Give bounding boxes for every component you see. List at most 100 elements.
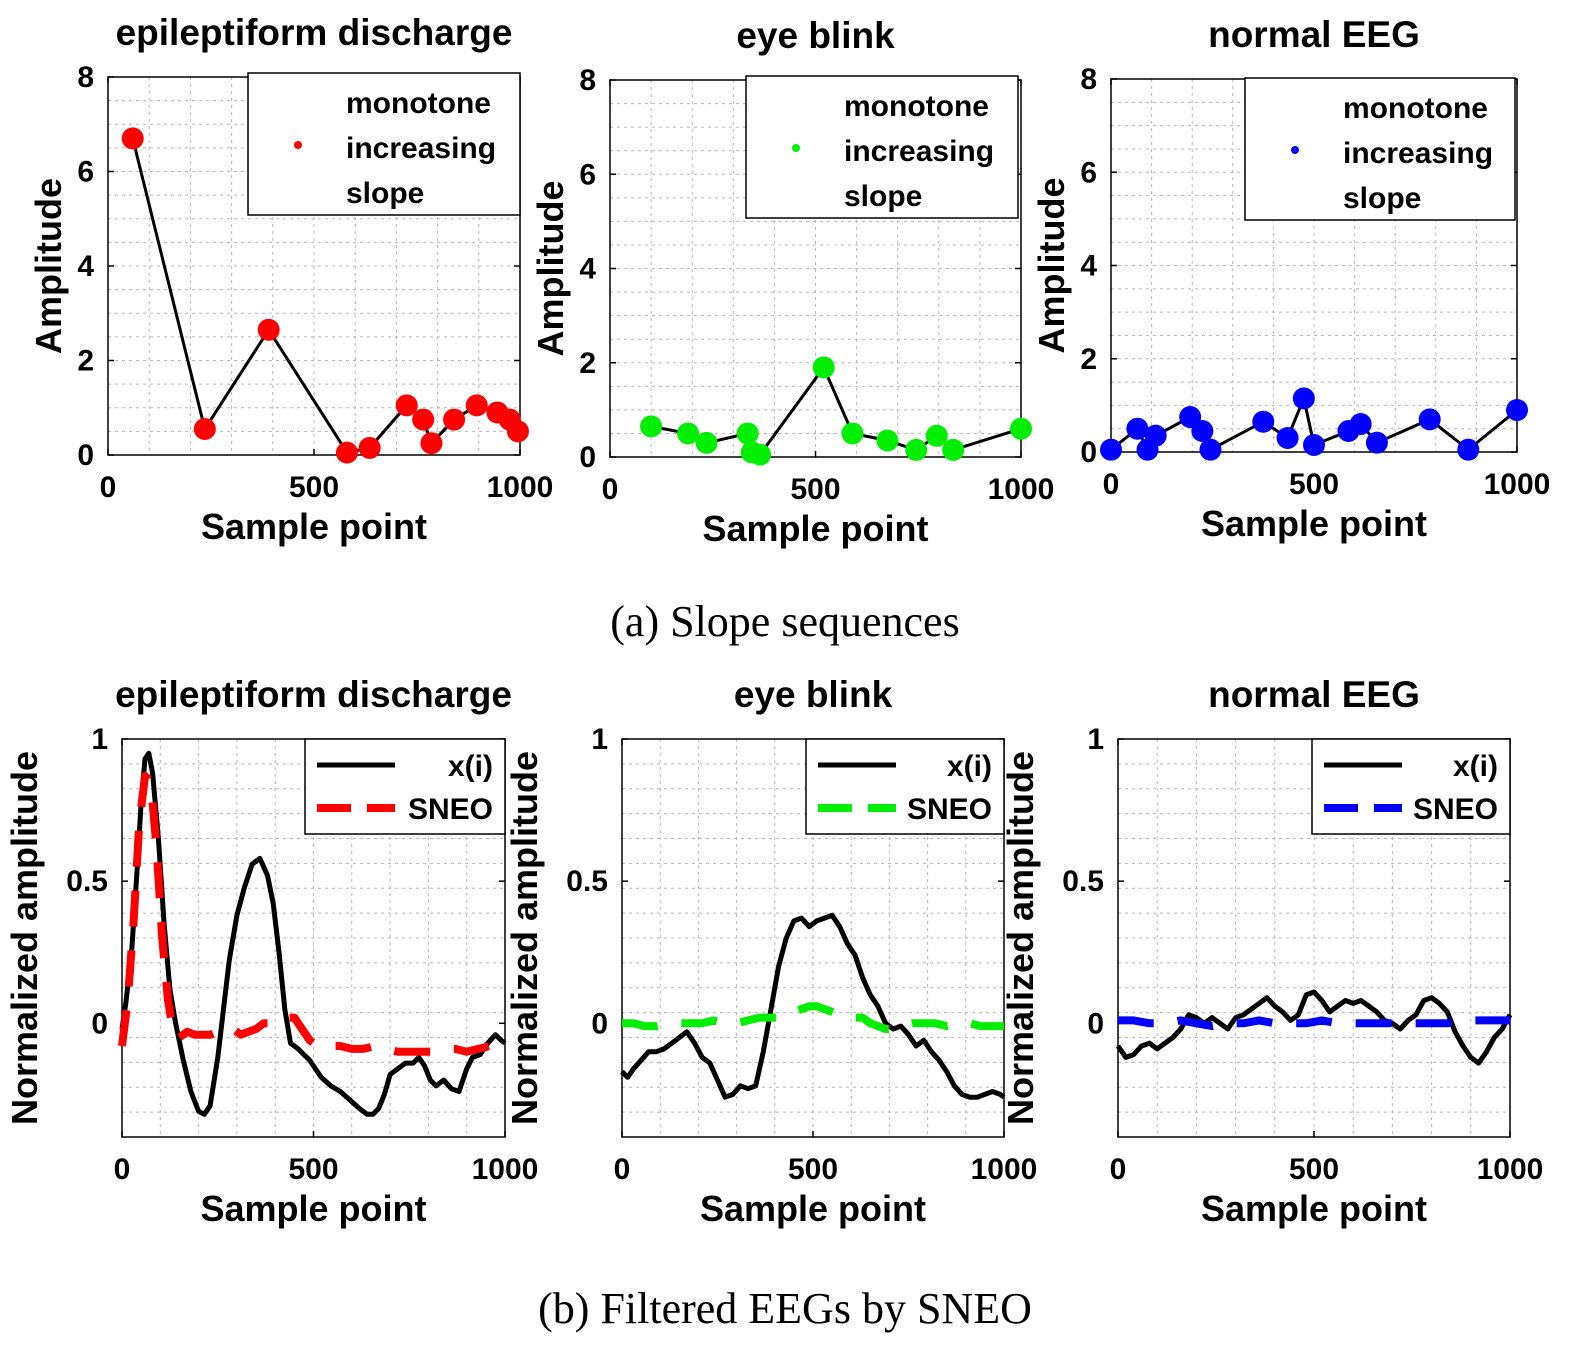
chart-2-xlabel: Sample point: [702, 508, 928, 549]
chart-3-ytick-label: 2: [1080, 343, 1097, 376]
chart-6: 0 500 1000 0 0.5 1 normal EEG Sample point Norma…: [1000, 674, 1543, 1229]
chart-5-legend-box: [805, 738, 1005, 835]
chart-5-legend-text: SNEO: [907, 793, 992, 826]
chart-1-title: epileptiform discharge: [116, 12, 513, 53]
chart-2-data-point: [876, 429, 899, 452]
chart-1-xlabel: Sample point: [201, 506, 427, 547]
chart-4-ylabel: Normalized amplitude: [4, 751, 45, 1125]
chart-1-legend-text: slope: [346, 177, 424, 210]
chart-6-ytick-label: 1: [1087, 723, 1104, 756]
chart-3-data-point: [1100, 438, 1122, 461]
chart-4-legend-text: x(i): [448, 750, 493, 783]
chart-6-xtick-label: 500: [1289, 1153, 1339, 1186]
chart-4-xtick-label: 500: [288, 1153, 338, 1186]
chart-6-legend-box: [1311, 738, 1511, 835]
chart-4-title: epileptiform discharge: [115, 674, 512, 715]
chart-3-data-point: [1144, 424, 1167, 447]
chart-1-data-point: [465, 394, 488, 417]
chart-4-xlabel: Sample point: [200, 1188, 426, 1229]
chart-6-ytick-label: 0.5: [1062, 865, 1104, 898]
chart-1-data-point: [193, 418, 216, 441]
chart-2: 0 500 1000 0 2 4 6 8 eye blink Sample point Amplit…: [530, 15, 1054, 549]
chart-5-title: eye blink: [734, 674, 893, 715]
chart-5-ytick-label: 0: [591, 1007, 608, 1040]
chart-2-data-point: [841, 422, 864, 445]
chart-3-ytick-label: 8: [1080, 63, 1097, 96]
chart-1: 0 500 1000 0 2 4 6 8 epileptiform discharge Sampl…: [28, 12, 553, 547]
chart-3-title: normal EEG: [1208, 14, 1420, 55]
chart-2-data-point: [1010, 417, 1032, 440]
chart-3-data-point: [1292, 387, 1315, 410]
chart-3-legend-text: slope: [1343, 182, 1421, 215]
chart-1-legend-text: increasing: [346, 132, 496, 165]
chart-6-xlabel: Sample point: [1201, 1188, 1427, 1229]
chart-2-ytick-label: 8: [579, 64, 596, 97]
chart-1-ytick-label: 4: [77, 250, 94, 283]
chart-3-xlabel: Sample point: [1201, 503, 1427, 544]
chart-4-xtick-label: 0: [114, 1153, 131, 1186]
chart-4-legend-text: SNEO: [408, 793, 493, 826]
chart-3-xtick-label: 1000: [1484, 468, 1551, 501]
chart-4-xtick-label: 1000: [472, 1153, 539, 1186]
chart-1-legend-box: [247, 72, 521, 216]
chart-5-legend-text: x(i): [947, 750, 992, 783]
chart-1-ytick-label: 2: [77, 345, 94, 378]
chart-4-ytick-label: 1: [91, 723, 108, 756]
chart-2-legend-text: monotone: [844, 90, 989, 123]
chart-6-series-sneo-line: [1118, 1016, 1510, 1031]
chart-3-data-point: [1506, 399, 1528, 422]
chart-2-data-point: [749, 443, 772, 466]
chart-3-legend-text: monotone: [1343, 92, 1488, 125]
chart-2-data-point: [736, 422, 759, 445]
caption-a: (a) Slope sequences: [610, 597, 959, 646]
chart-3-ylabel: Amplitude: [1031, 178, 1072, 354]
chart-3-xtick-label: 500: [1289, 468, 1339, 501]
chart-3-legend-text: increasing: [1343, 137, 1493, 170]
chart-1-ytick-label: 0: [77, 439, 94, 472]
chart-2-ytick-label: 6: [579, 158, 596, 191]
chart-5-xlabel: Sample point: [700, 1188, 926, 1229]
chart-2-legend-box: [745, 75, 1019, 219]
chart-2-xtick-label: 500: [790, 473, 840, 506]
chart-6-xtick-label: 1000: [1477, 1153, 1544, 1186]
chart-3-data-point: [1252, 410, 1275, 433]
chart-1-data-point: [420, 432, 443, 455]
chart-1-data-point: [121, 127, 144, 150]
chart-2-data-point: [640, 415, 663, 438]
chart-6-xtick-label: 0: [1110, 1153, 1127, 1186]
chart-2-legend-text: slope: [844, 180, 922, 213]
chart-2-legend-marker: [792, 144, 800, 152]
chart-1-data-point: [506, 420, 529, 443]
chart-3-data-point: [1418, 408, 1441, 431]
chart-1-legend-text: monotone: [346, 87, 491, 120]
chart-5-ytick-label: 0.5: [566, 865, 608, 898]
chart-3-ytick-label: 6: [1080, 156, 1097, 189]
chart-6-legend-text: SNEO: [1413, 793, 1498, 826]
chart-1-xtick-label: 1000: [487, 471, 554, 504]
chart-2-data-point: [925, 424, 948, 447]
chart-6-legend-text: x(i): [1453, 750, 1498, 783]
chart-6-ylabel: Normalized amplitude: [1000, 751, 1041, 1125]
chart-1-legend-marker: [294, 141, 302, 149]
chart-2-data-point: [677, 422, 700, 445]
chart-6-ytick-label: 0: [1087, 1007, 1104, 1040]
chart-3-data-point: [1276, 427, 1299, 450]
chart-3-data-point: [1349, 413, 1372, 436]
chart-4-ytick-label: 0: [91, 1007, 108, 1040]
chart-6-title: normal EEG: [1208, 674, 1420, 715]
chart-3-data-point: [1457, 438, 1480, 461]
chart-1-data-point: [257, 318, 280, 341]
chart-2-data-point: [695, 431, 718, 454]
chart-3: 0 500 1000 0 2 4 6 8 normal EEG Sample point Ampli…: [1031, 14, 1550, 544]
chart-5-ytick-label: 1: [591, 723, 608, 756]
chart-5-xtick-label: 500: [788, 1153, 838, 1186]
chart-1-data-point: [443, 408, 466, 431]
chart-4-series-xi-line: [119, 750, 507, 1117]
caption-b: (b) Filtered EEGs by SNEO: [538, 1284, 1032, 1333]
chart-1-data-point: [335, 441, 358, 464]
chart-2-legend-text: increasing: [844, 135, 994, 168]
chart-2-xtick-label: 0: [602, 473, 619, 506]
chart-5-xtick-label: 1000: [971, 1153, 1038, 1186]
